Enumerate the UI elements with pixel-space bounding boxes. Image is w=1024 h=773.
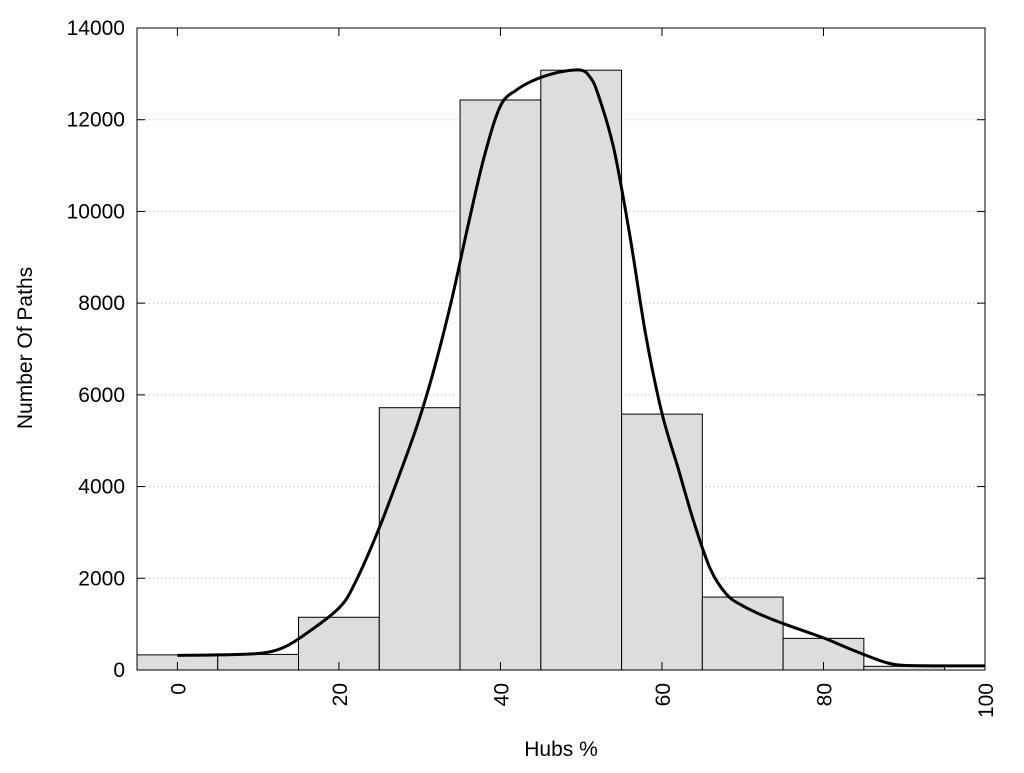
histogram-bar — [701, 596, 784, 671]
y-axis-title: Number Of Paths — [14, 267, 37, 429]
y-tick-label: 4000 — [78, 476, 125, 499]
x-tick-label: 60 — [652, 683, 675, 706]
x-tick-label: 20 — [329, 683, 352, 706]
x-axis-ticks: 0 20 40 60 80 100 — [167, 28, 998, 718]
y-tick-label: 8000 — [78, 292, 125, 315]
x-axis-title: Hubs % — [524, 738, 598, 761]
y-tick-label: 10000 — [67, 200, 125, 223]
histogram-bars — [136, 69, 946, 671]
histogram-bar — [217, 653, 300, 671]
histogram-bar — [298, 616, 380, 671]
histogram-bar — [378, 407, 461, 671]
density-curve — [177, 68, 986, 668]
y-tick-label: 2000 — [78, 567, 125, 590]
y-tick-label: 12000 — [67, 109, 125, 132]
y-axis-ticks: 0 2000 4000 6000 8000 10000 12000 14000 — [67, 17, 985, 682]
x-tick-label: 0 — [167, 683, 190, 695]
y-tick-label: 6000 — [78, 384, 125, 407]
y-tick-label: 14000 — [67, 17, 125, 40]
x-tick-label: 80 — [813, 683, 836, 706]
histogram-bar — [540, 69, 623, 671]
histogram-bar — [621, 413, 703, 671]
plot-frame — [136, 27, 986, 671]
histogram-bar — [459, 99, 542, 671]
x-tick-label: 40 — [490, 683, 513, 706]
x-tick-label: 100 — [975, 683, 998, 718]
y-tick-label: 0 — [113, 659, 125, 682]
